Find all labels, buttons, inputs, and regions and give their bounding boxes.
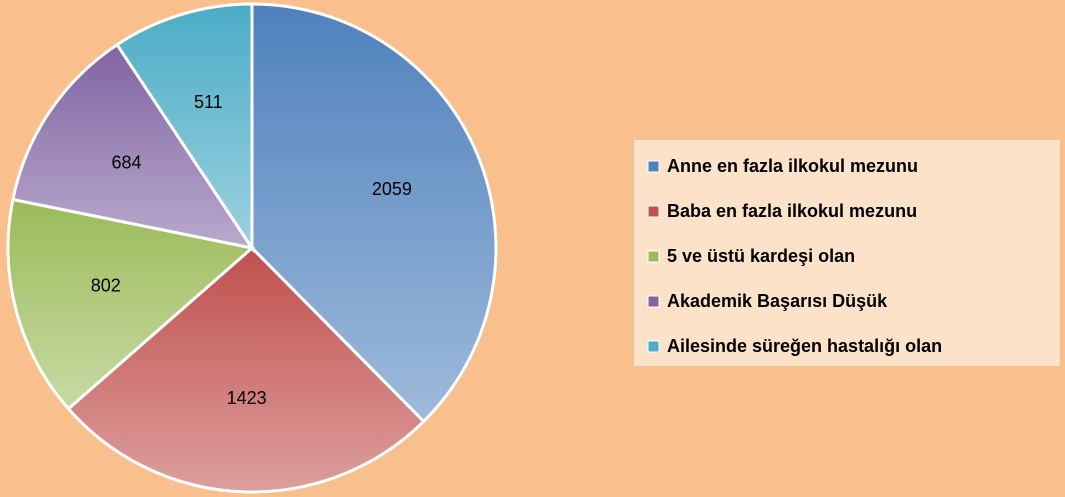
legend-label: Akademik Başarısı Düşük bbox=[667, 291, 888, 311]
legend-marker bbox=[647, 160, 660, 173]
data-label: 684 bbox=[111, 152, 141, 172]
data-label: 2059 bbox=[372, 179, 412, 199]
legend-marker bbox=[647, 205, 660, 218]
pie-slice bbox=[11, 42, 256, 251]
legend-label: 5 ve üstü kardeşi olan bbox=[667, 246, 855, 266]
legend-label: Ailesinde süreğen hastalığı olan bbox=[667, 336, 942, 356]
pie-slice bbox=[114, 2, 254, 253]
pie-slice bbox=[66, 245, 426, 494]
pie-slice bbox=[6, 197, 256, 411]
data-label: 511 bbox=[194, 92, 223, 112]
legend-label: Anne en fazla ilkokul mezunu bbox=[667, 156, 918, 176]
data-label: 1423 bbox=[227, 388, 267, 408]
legend-box bbox=[634, 140, 1060, 366]
data-label: 802 bbox=[91, 276, 121, 296]
legend-marker bbox=[647, 295, 660, 308]
pie-slice bbox=[250, 2, 498, 424]
legend-marker bbox=[647, 340, 660, 353]
legend-label: Baba en fazla ilkokul mezunu bbox=[667, 201, 917, 221]
legend-marker bbox=[647, 250, 660, 263]
